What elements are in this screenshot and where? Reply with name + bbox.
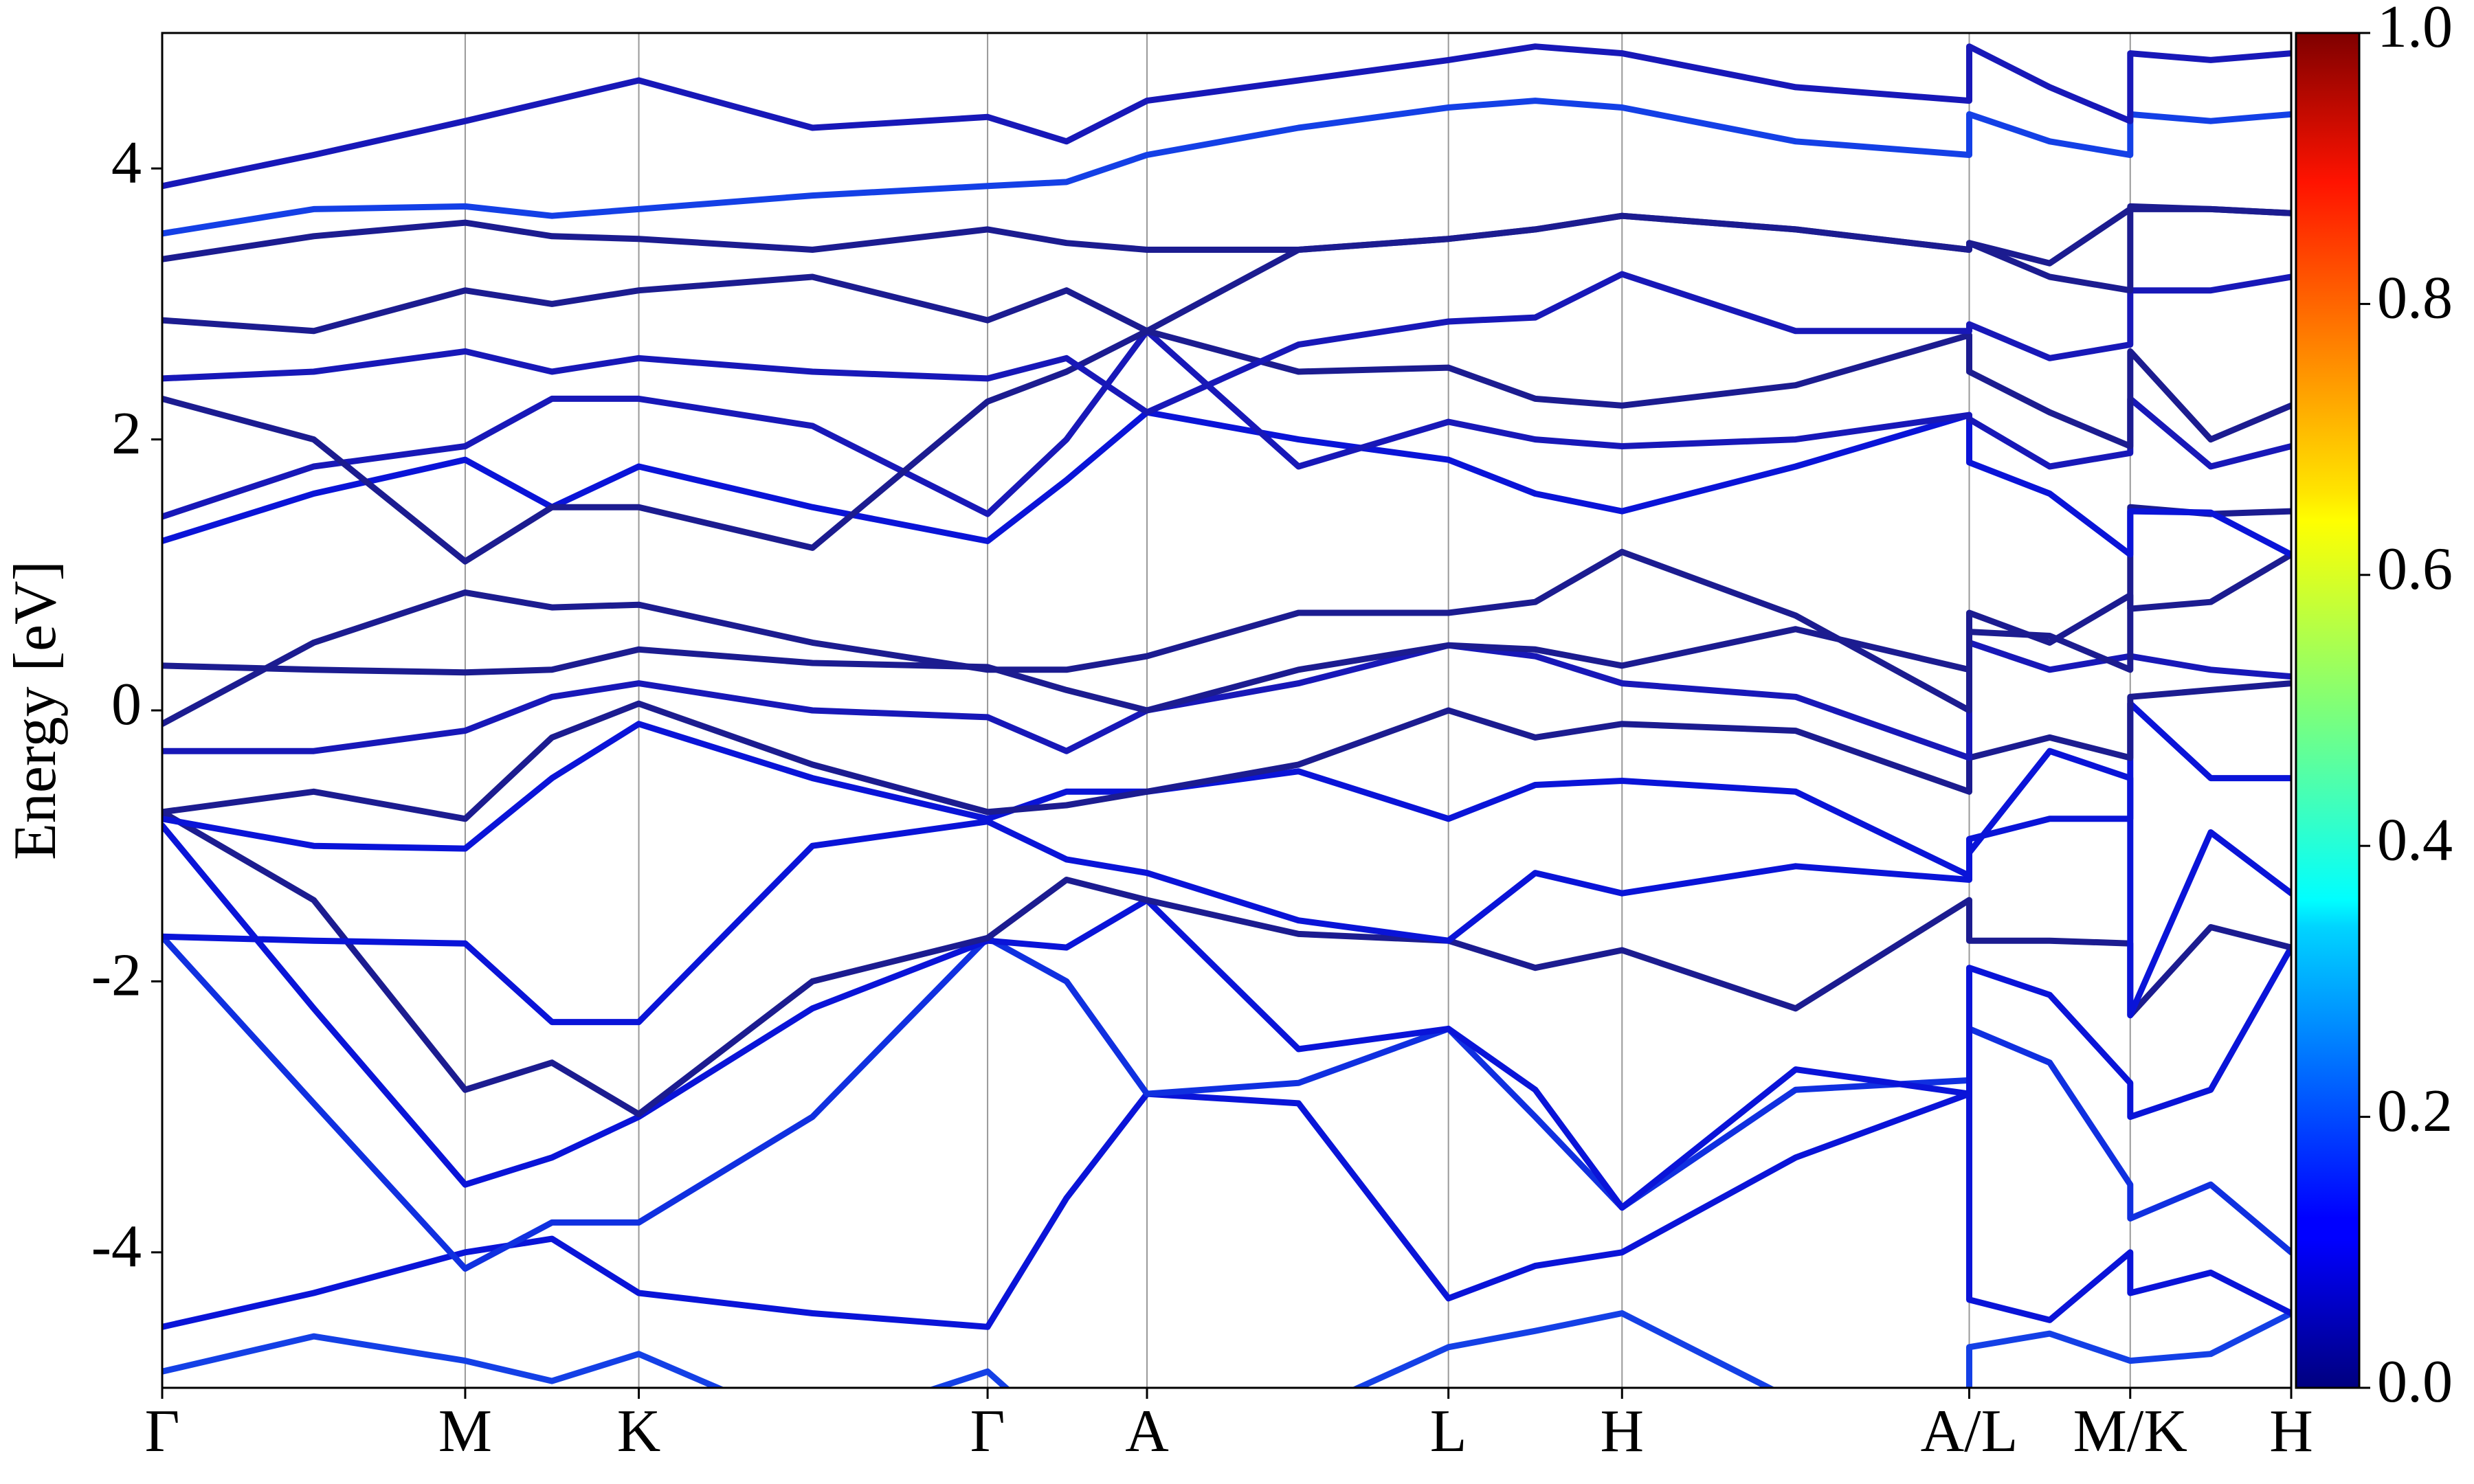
band-line [162, 680, 2291, 822]
band-line [162, 203, 2291, 267]
colorbar-tick-label: 0.0 [2377, 1349, 2453, 1415]
x-tick-label: M/K [2073, 1398, 2187, 1465]
band-line [162, 328, 2291, 520]
band-line [162, 1310, 2291, 1388]
band-line [162, 98, 2291, 237]
colorbar-tick-label: 0.4 [2377, 807, 2453, 873]
y-tick-label: 2 [111, 401, 142, 467]
band-line [162, 328, 2291, 565]
band-line [162, 551, 2291, 714]
colorbar [2295, 32, 2361, 1389]
axes: Γ M K Γ A L H A/L M/K H -4 -2 0 2 4 0.0 0.2 0.4 0.6 0.8 1.0 [91, 0, 2453, 1465]
x-tick-label: Γ [145, 1398, 180, 1465]
colorbar-tick-label: 1.0 [2377, 0, 2453, 60]
x-tick-label: A/L [1921, 1398, 2018, 1465]
x-tick-label: K [617, 1398, 661, 1465]
colorbar-tick-label: 0.8 [2377, 265, 2453, 332]
band-line [162, 700, 2291, 879]
x-tick-label: L [1430, 1398, 1467, 1465]
band-line [162, 409, 2291, 558]
band-line [162, 271, 2291, 416]
colorbar-tick-label: 0.2 [2377, 1078, 2453, 1145]
y-tick-label: 0 [111, 671, 142, 738]
band-line [162, 43, 2291, 190]
y-tick-label: 4 [111, 129, 142, 196]
band-line [162, 639, 2291, 761]
bands [162, 43, 2291, 1388]
x-tick-label: H [1600, 1398, 1644, 1465]
y-tick-label: -2 [91, 943, 142, 1009]
x-tick-label: A [1125, 1398, 1169, 1465]
colorbar-tick-label: 0.6 [2377, 536, 2453, 603]
y-axis-label: Energy [eV] [2, 561, 69, 860]
x-tick-label: M [438, 1398, 492, 1465]
band-line [162, 1090, 2291, 1330]
band-line [162, 747, 2291, 1026]
y-tick-label: -4 [91, 1213, 142, 1280]
band-line [162, 504, 2291, 728]
band-line [162, 822, 2291, 1211]
x-tick-label: H [2269, 1398, 2313, 1465]
x-tick-label: Γ [970, 1398, 1005, 1465]
